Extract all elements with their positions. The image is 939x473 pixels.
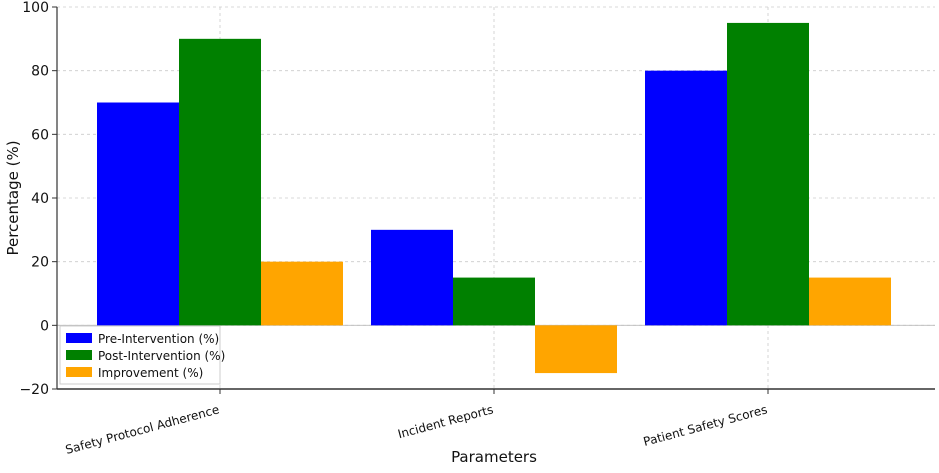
- legend-label-post: Post-Intervention (%): [98, 349, 225, 363]
- y-tick-label: 80: [31, 64, 49, 80]
- bar-0-0: [97, 102, 179, 326]
- y-tick-label: 20: [31, 255, 49, 271]
- bars: [97, 22, 891, 374]
- bar-0-2: [645, 70, 727, 326]
- y-tick-label: 100: [22, 0, 49, 16]
- bar-2-1: [535, 325, 617, 374]
- bar-1-2: [727, 22, 809, 326]
- x-axis-label: Parameters: [451, 448, 537, 466]
- bar-1-0: [179, 38, 261, 326]
- axes: [52, 6, 935, 394]
- legend: Pre-Intervention (%) Post-Intervention (…: [59, 325, 225, 385]
- legend-swatch-post: [66, 350, 92, 360]
- x-category-label: Patient Safety Scores: [642, 402, 769, 449]
- bar-2-2: [809, 277, 891, 326]
- x-category-labels: Safety Protocol Adherence Incident Report…: [64, 402, 769, 457]
- bar-2-0: [261, 261, 343, 326]
- y-tick-label: 60: [31, 127, 49, 143]
- y-tick-label: 0: [40, 318, 49, 334]
- x-category-label: Safety Protocol Adherence: [64, 402, 221, 457]
- y-tick-labels: −20 0 20 40 60 80 100: [19, 0, 49, 398]
- y-axis-label: Percentage (%): [4, 140, 22, 255]
- bar-0-1: [371, 229, 453, 326]
- legend-label-pre: Pre-Intervention (%): [98, 332, 219, 346]
- bar-1-1: [453, 277, 535, 326]
- y-tick-label: 40: [31, 191, 49, 207]
- legend-swatch-pre: [66, 333, 92, 343]
- x-category-label: Incident Reports: [396, 402, 495, 441]
- legend-swatch-improvement: [66, 367, 92, 377]
- legend-label-improvement: Improvement (%): [98, 366, 203, 380]
- y-tick-label: −20: [19, 382, 49, 398]
